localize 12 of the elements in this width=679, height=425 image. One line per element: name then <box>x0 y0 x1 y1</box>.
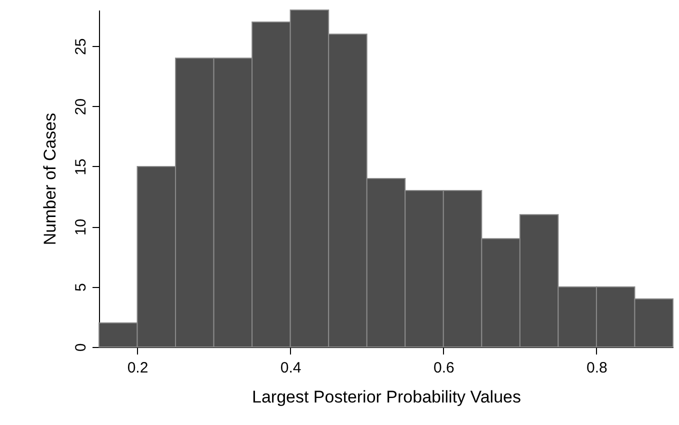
y-axis-title: Number of Cases <box>40 112 60 246</box>
y-tick-label: 20 <box>72 98 90 116</box>
x-tick-label: 0.8 <box>586 360 608 376</box>
x-axis-title: Largest Posterior Probability Values <box>252 388 521 406</box>
x-tick-label: 0.6 <box>433 360 454 376</box>
y-tick-label: 0 <box>72 343 90 352</box>
x-tick-label: 0.2 <box>127 360 148 376</box>
y-tick-label: 25 <box>72 38 90 55</box>
x-tick-label: 0.4 <box>280 360 302 376</box>
y-tick-label: 10 <box>72 218 90 236</box>
y-tick-label: 15 <box>72 158 90 176</box>
y-tick-label: 5 <box>72 283 90 292</box>
